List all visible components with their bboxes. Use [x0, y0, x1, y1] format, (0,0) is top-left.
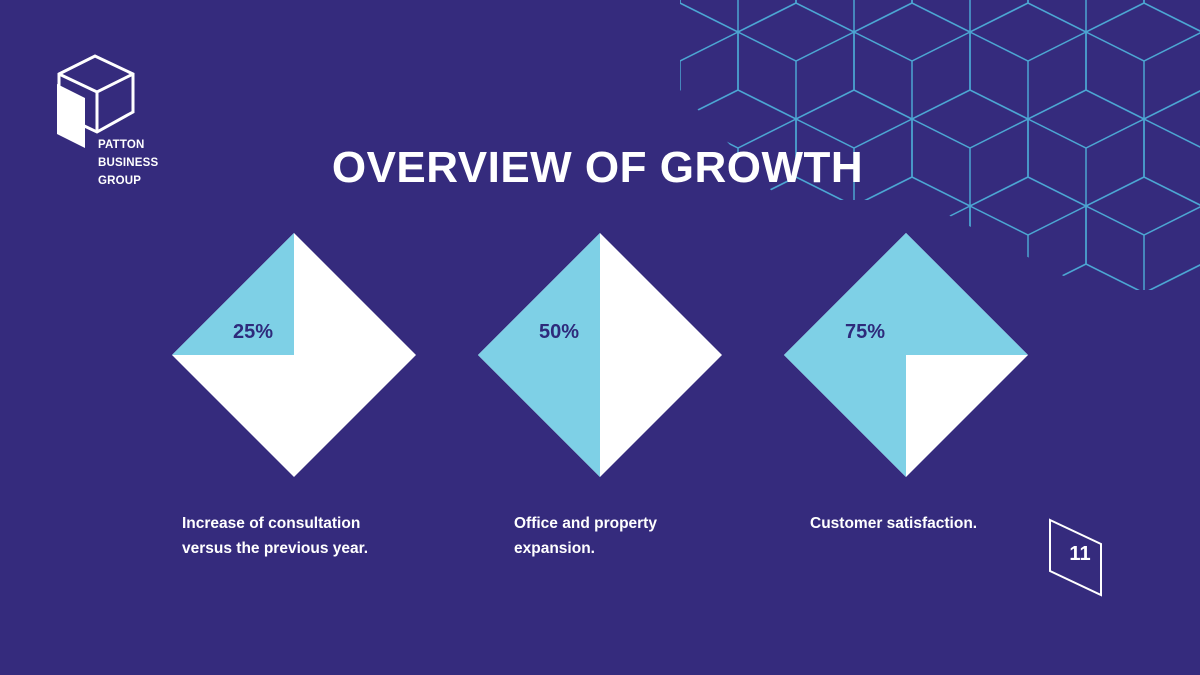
stat-diamond-1 [172, 233, 416, 477]
cube-outline [1144, 293, 1200, 380]
cube-outline [968, 2, 1088, 62]
cube-outline [680, 89, 798, 149]
cube-outline [506, 3, 622, 61]
cube-outline [1086, 293, 1144, 380]
cube-outline [564, 32, 622, 119]
cube-outline [1086, 380, 1144, 467]
cube-outline [680, 32, 739, 120]
stat-diamond-2 [478, 233, 722, 477]
cube-outline [1084, 2, 1200, 62]
cube-outline [680, 0, 681, 33]
cube-outline [795, 32, 855, 120]
brand-line-1: PATTON [98, 139, 145, 151]
brand-name: PATTON BUSINESS GROUP [98, 136, 178, 190]
cube-outline [736, 2, 856, 62]
cube-outline [1143, 206, 1200, 290]
cube-outline [911, 32, 971, 120]
cube-outline [1085, 32, 1145, 121]
cube-outline [1144, 380, 1200, 467]
stat-value-3: 75% [844, 321, 886, 343]
patton-cube-logo-icon [57, 54, 135, 148]
cube-outline [1028, 380, 1086, 467]
cube-outline [680, 2, 740, 62]
cube-outline [852, 2, 972, 62]
cube-outline [1027, 206, 1087, 290]
brand-line-2: BUSINESS [98, 157, 159, 169]
stat-value-2: 50% [538, 321, 580, 343]
cube-outline [506, 32, 564, 119]
stat-caption-3: Customer satisfaction. [810, 515, 978, 532]
cube-outline [1086, 351, 1200, 409]
cube-outline [680, 32, 681, 121]
cube-outline [910, 89, 1030, 149]
cube-outline [1142, 89, 1200, 149]
cube-outline [853, 32, 913, 121]
stat-diamond-3 [784, 233, 1028, 477]
cube-outline [1142, 263, 1200, 290]
stat-caption-2: Office and property expansion. [514, 515, 657, 557]
stat-caption-1: Increase of consultation versus the prev… [182, 515, 369, 557]
cube-outline [1085, 206, 1145, 290]
cube-outline [680, 89, 682, 149]
cube-outline [1027, 32, 1087, 120]
page-number-frame [1049, 518, 1102, 597]
cube-outline [737, 32, 797, 121]
brand-line-3: GROUP [98, 175, 142, 187]
cube-outline [564, 0, 622, 32]
cube-outline [1026, 263, 1146, 290]
cube-outline [794, 89, 914, 149]
page-number: 11 [1069, 543, 1091, 565]
cube-outline [969, 32, 1029, 121]
cube-outline [1143, 32, 1200, 120]
cube-outline [1028, 293, 1086, 380]
stat-value-1: 25% [232, 321, 274, 343]
slide-title: OVERVIEW OF GROWTH [331, 143, 864, 192]
cube-outline [1026, 89, 1146, 149]
